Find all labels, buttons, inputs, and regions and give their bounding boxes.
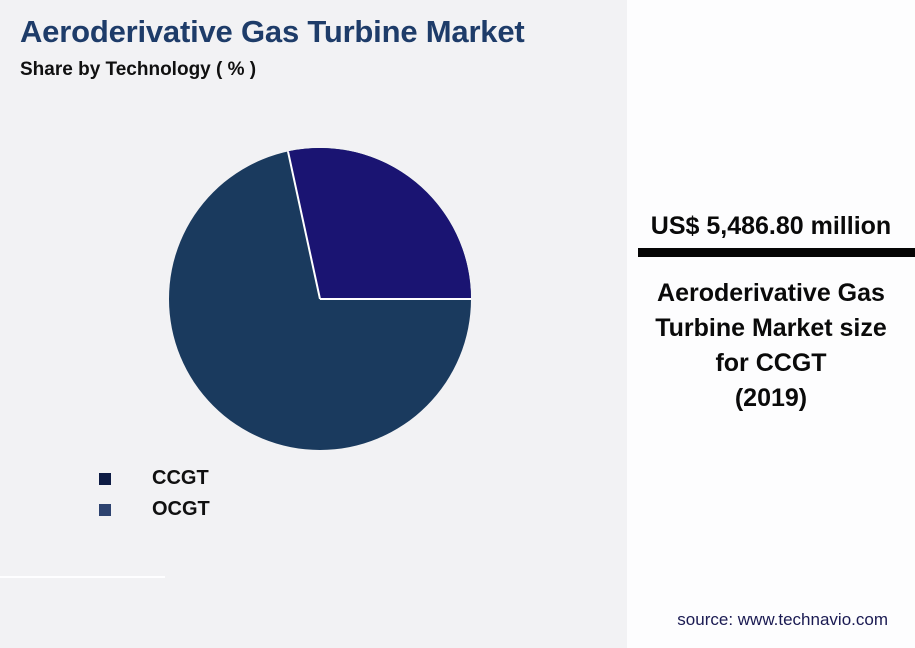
legend-item-ocgt: OCGT — [99, 494, 210, 525]
legend-label-ccgt: CCGT — [152, 467, 209, 489]
legend-label-ocgt: OCGT — [152, 498, 210, 520]
description-line: Aeroderivative Gas — [657, 279, 885, 307]
chart-subtitle: Share by Technology ( % ) — [20, 59, 257, 80]
page-title: Aeroderivative Gas Turbine Market — [20, 14, 525, 49]
divider-hairline — [0, 576, 165, 578]
market-description: Aeroderivative Gas Turbine Market size f… — [627, 276, 915, 416]
market-value: US$ 5,486.80 million — [650, 212, 892, 240]
description-line: Turbine Market size — [655, 314, 887, 342]
legend-marker-ocgt-icon — [99, 503, 111, 516]
description-line: for CCGT — [715, 349, 827, 377]
legend-marker-ccgt-icon — [99, 472, 111, 485]
pie-slice-ccgt — [287, 147, 471, 299]
pie-chart — [169, 147, 471, 450]
source-attribution: source: www.technavio.com — [677, 610, 888, 629]
value-divider-bar — [638, 248, 915, 257]
slice-separator-upper — [287, 151, 321, 300]
pie-chart-svg — [169, 147, 471, 450]
highlight-panel: US$ 5,486.80 million Aeroderivative Gas … — [627, 0, 915, 648]
chart-legend: CCGT OCGT — [99, 463, 210, 525]
legend-item-ccgt: CCGT — [99, 463, 210, 494]
description-line: (2019) — [734, 384, 808, 412]
